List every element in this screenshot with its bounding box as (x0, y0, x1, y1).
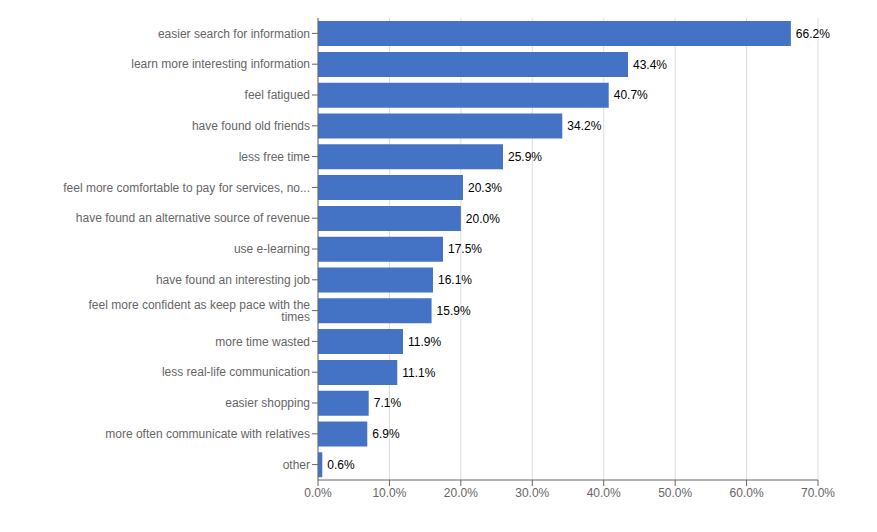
svg-text:easier shopping: easier shopping (225, 396, 310, 410)
svg-text:have found old friends: have found old friends (192, 119, 310, 133)
svg-text:17.5%: 17.5% (448, 242, 482, 256)
svg-text:10.0%: 10.0% (372, 486, 406, 500)
svg-text:other: other (283, 458, 310, 472)
svg-text:20.0%: 20.0% (444, 486, 478, 500)
svg-text:feel more confident as keep pa: feel more confident as keep pace with th… (89, 298, 311, 324)
svg-text:more time wasted: more time wasted (215, 335, 310, 349)
svg-text:40.0%: 40.0% (587, 486, 621, 500)
svg-text:less free time: less free time (239, 150, 311, 164)
svg-text:feel fatigued: feel fatigued (245, 88, 310, 102)
svg-text:66.2%: 66.2% (796, 27, 830, 41)
svg-text:30.0%: 30.0% (515, 486, 549, 500)
svg-text:more often communicate with re: more often communicate with relatives (105, 427, 310, 441)
svg-text:0.0%: 0.0% (304, 486, 332, 500)
svg-text:feel more comfortable to pay f: feel more comfortable to pay for service… (63, 181, 310, 195)
svg-text:20.3%: 20.3% (468, 181, 502, 195)
svg-text:34.2%: 34.2% (567, 119, 601, 133)
svg-text:less real-life communication: less real-life communication (162, 365, 310, 379)
svg-text:40.7%: 40.7% (614, 88, 648, 102)
svg-text:43.4%: 43.4% (633, 58, 667, 72)
svg-text:70.0%: 70.0% (801, 486, 835, 500)
svg-text:have found an alternative sour: have found an alternative source of reve… (76, 211, 310, 225)
svg-text:11.1%: 11.1% (402, 366, 435, 380)
svg-text:60.0%: 60.0% (730, 486, 764, 500)
svg-text:easier search for information: easier search for information (158, 27, 310, 41)
svg-text:learn more interesting informa: learn more interesting information (131, 57, 310, 71)
svg-text:7.1%: 7.1% (374, 396, 402, 410)
svg-text:11.9%: 11.9% (408, 335, 441, 349)
svg-text:25.9%: 25.9% (508, 150, 542, 164)
svg-text:have found an interesting job: have found an interesting job (156, 273, 310, 287)
svg-text:16.1%: 16.1% (438, 273, 472, 287)
svg-text:0.6%: 0.6% (327, 458, 355, 472)
svg-text:20.0%: 20.0% (466, 212, 500, 226)
svg-text:6.9%: 6.9% (372, 427, 400, 441)
svg-text:use e-learning: use e-learning (234, 242, 310, 256)
svg-text:15.9%: 15.9% (437, 304, 471, 318)
svg-text:50.0%: 50.0% (658, 486, 692, 500)
